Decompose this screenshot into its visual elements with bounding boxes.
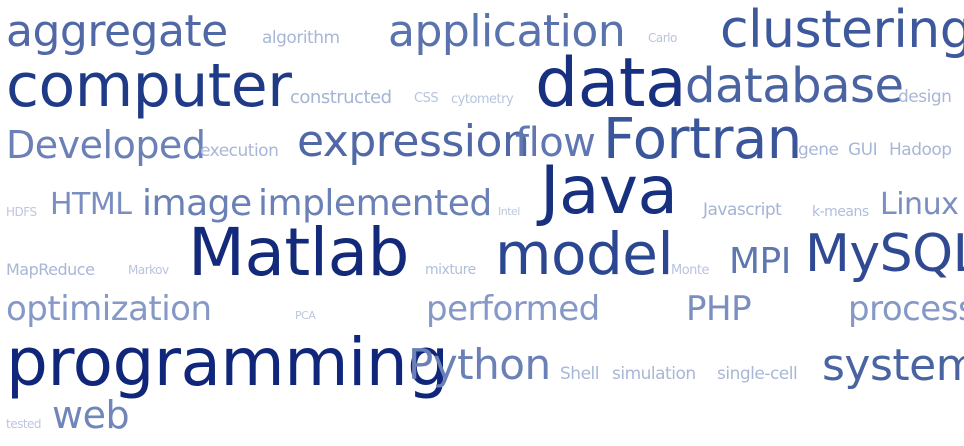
word-constructed: constructed bbox=[290, 87, 392, 108]
word-clustering: clustering bbox=[720, 0, 964, 60]
word-java: Java bbox=[540, 152, 678, 229]
word-execution: execution bbox=[200, 141, 279, 161]
word-shell: Shell bbox=[560, 364, 599, 384]
word-fortran: Fortran bbox=[603, 107, 802, 172]
word-monte: Monte bbox=[671, 263, 710, 278]
word-html: HTML bbox=[50, 187, 132, 222]
word-javascript: Javascript bbox=[703, 200, 782, 220]
word-system: system bbox=[822, 340, 964, 391]
word-mpi: MPI bbox=[729, 241, 791, 282]
word-performed: performed bbox=[426, 289, 600, 329]
word-hdfs: HDFS bbox=[6, 205, 37, 219]
word-linux: Linux bbox=[880, 187, 959, 222]
word-pca: PCA bbox=[295, 309, 316, 322]
word-optimization: optimization bbox=[6, 289, 212, 329]
word-flow: flow bbox=[515, 120, 596, 166]
word-intel: Intel bbox=[498, 205, 520, 218]
word-computer: computer bbox=[6, 51, 292, 121]
word-design: design bbox=[898, 87, 952, 107]
word-image: image bbox=[142, 183, 252, 224]
word-model: model bbox=[495, 220, 674, 288]
word-database: database bbox=[685, 58, 904, 114]
word-developed: Developed bbox=[6, 123, 206, 167]
word-gui: GUI bbox=[848, 140, 878, 160]
word-gene: gene bbox=[798, 140, 839, 160]
word-implemented: implemented bbox=[258, 183, 492, 224]
word-cytometry: cytometry bbox=[451, 92, 514, 107]
word-aggregate: aggregate bbox=[6, 6, 228, 57]
word-matlab: Matlab bbox=[188, 214, 409, 291]
word-tested: tested bbox=[6, 417, 42, 431]
word-hadoop: Hadoop bbox=[889, 140, 952, 160]
word-mysql: MySQL bbox=[805, 224, 964, 284]
word-application: application bbox=[388, 6, 626, 57]
word-mixture: mixture bbox=[425, 262, 476, 278]
word-css: CSS bbox=[414, 91, 439, 106]
word-markov: Markov bbox=[128, 263, 169, 277]
word-carlo: Carlo bbox=[648, 31, 677, 45]
word-web: web bbox=[52, 393, 130, 437]
word-mapreduce: MapReduce bbox=[6, 260, 95, 279]
word-data: data bbox=[535, 44, 687, 123]
word-single-cell: single-cell bbox=[717, 364, 798, 384]
word-algorithm: algorithm bbox=[262, 28, 340, 48]
word-process: process bbox=[848, 289, 964, 329]
word-expression: expression bbox=[297, 116, 530, 167]
word-k-means: k-means bbox=[812, 204, 869, 220]
word-python: Python bbox=[408, 340, 551, 389]
word-php: PHP bbox=[686, 289, 752, 329]
word-simulation: simulation bbox=[612, 364, 696, 384]
word-programming: programming bbox=[6, 324, 449, 401]
